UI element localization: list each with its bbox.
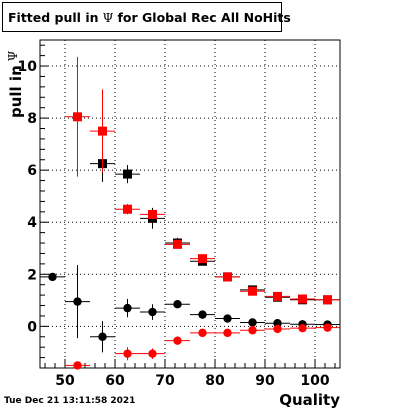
data-point-square: [148, 209, 157, 219]
y-axis-title: pull in Ψ: [6, 50, 25, 118]
data-point-square: [323, 295, 332, 305]
chart-title-prefix: Fitted pull in: [8, 9, 99, 25]
x-tick-label: 60: [105, 373, 125, 389]
plot-frame: [39, 39, 341, 369]
chart-title-symbol: Ψ: [102, 9, 114, 25]
chart-title: Fitted pull in Ψ for Global Rec All NoHi…: [2, 2, 291, 32]
data-point-square: [173, 239, 182, 249]
data-point-circle: [198, 328, 207, 338]
y-tick-label: 2: [27, 267, 37, 283]
data-point-circle: [98, 332, 107, 341]
data-point-circle: [248, 326, 257, 335]
y-tick-label: 8: [27, 111, 37, 127]
data-point-circle: [123, 349, 132, 358]
data-point-square: [298, 294, 307, 304]
data-point-circle: [148, 349, 157, 358]
data-point-circle: [48, 272, 57, 282]
y-tick-label: 10: [18, 59, 38, 75]
x-tick-label: 50: [55, 373, 75, 389]
timestamp: Tue Dec 21 13:11:58 2021: [4, 396, 136, 406]
y-axis-title-text: pull in: [7, 65, 25, 118]
series-3: [65, 323, 340, 370]
data-point-square: [198, 254, 207, 264]
data-point-square: [248, 286, 257, 296]
x-axis-title: Quality: [279, 391, 340, 409]
data-point-circle: [273, 324, 282, 334]
data-point-square: [123, 204, 132, 214]
x-tick-label: 90: [255, 373, 275, 389]
chart-title-suffix: for Global Rec All NoHits: [117, 9, 291, 25]
data-point-square: [98, 126, 107, 136]
data-points: [40, 56, 340, 370]
data-point-square: [123, 169, 132, 179]
y-tick-label: 0: [27, 319, 37, 335]
data-point-circle: [323, 323, 332, 332]
data-point-circle: [148, 307, 157, 317]
data-point-square: [73, 112, 82, 122]
data-point-circle: [248, 318, 257, 327]
series-1: [65, 56, 340, 305]
y-axis-title-symbol: Ψ: [6, 50, 20, 61]
y-tick-label: 6: [27, 163, 37, 179]
data-point-circle: [73, 297, 82, 306]
data-point-circle: [123, 303, 132, 313]
data-point-circle: [173, 300, 182, 309]
data-point-circle: [73, 361, 82, 370]
x-tick-label: 80: [205, 373, 225, 389]
grid: [40, 40, 340, 368]
data-point-circle: [198, 310, 207, 319]
data-point-square: [223, 272, 232, 282]
data-point-circle: [223, 328, 232, 338]
axis-ticks: 50 60 70 80 90 100 0 2 4 6 8 10: [18, 44, 336, 389]
data-point-circle: [173, 336, 182, 345]
data-point-square: [273, 291, 282, 301]
x-tick-label: 100: [300, 373, 329, 389]
y-tick-label: 4: [27, 215, 37, 231]
data-point-circle: [223, 314, 232, 323]
data-point-circle: [298, 323, 307, 333]
x-tick-label: 70: [155, 373, 175, 389]
